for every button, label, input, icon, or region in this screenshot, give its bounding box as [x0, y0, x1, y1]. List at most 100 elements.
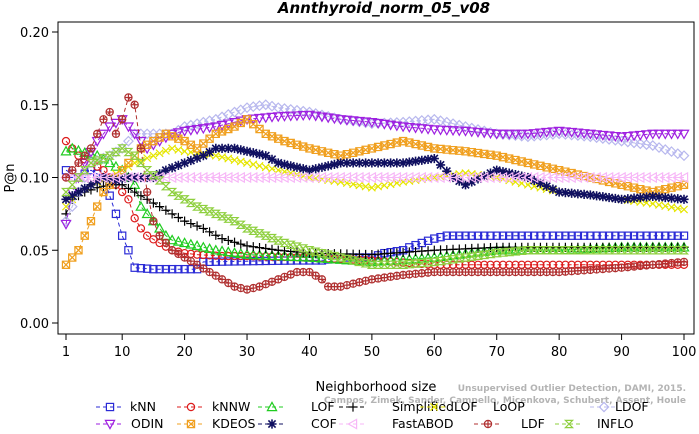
data-point — [174, 264, 183, 274]
data-point — [166, 234, 178, 245]
data-point — [318, 275, 326, 283]
data-point — [192, 221, 202, 231]
data-point — [211, 257, 221, 266]
data-point — [497, 129, 509, 140]
data-point — [228, 171, 239, 184]
data-point — [353, 171, 364, 184]
citation-line-2: Campos, Zimek, Sander, Campello, Micenko… — [324, 396, 686, 406]
data-point — [285, 111, 297, 122]
data-point — [347, 171, 358, 184]
data-point — [447, 118, 459, 130]
legend-item-lof: LOF — [258, 399, 335, 414]
data-point — [629, 246, 640, 255]
data-point — [253, 249, 266, 260]
data-point — [403, 171, 414, 184]
legend-label: LoOP — [493, 399, 525, 414]
data-point — [660, 192, 670, 203]
data-point — [154, 176, 165, 185]
data-point — [86, 216, 96, 226]
y-tick-label: 0.05 — [20, 244, 49, 259]
data-point — [384, 171, 395, 184]
data-point — [74, 246, 83, 255]
data-point — [105, 402, 115, 412]
data-point — [236, 283, 245, 293]
data-point — [224, 257, 233, 266]
data-point — [60, 219, 72, 230]
data-point — [484, 171, 495, 184]
data-point — [480, 231, 489, 240]
data-point — [142, 187, 152, 197]
data-point — [224, 279, 232, 287]
data-point — [104, 151, 115, 160]
legend-item-odin: ODIN — [96, 416, 164, 431]
y-axis: 0.00 0.05 0.10 0.15 0.20 — [20, 26, 59, 332]
data-point — [248, 242, 258, 252]
data-point — [186, 402, 196, 412]
data-point — [397, 171, 408, 184]
data-point — [167, 264, 177, 274]
data-point — [155, 264, 164, 274]
data-point — [522, 129, 534, 140]
x-tick-label: 70 — [488, 345, 505, 360]
data-point — [192, 202, 203, 211]
x-tick-label: 40 — [301, 345, 318, 360]
data-point — [198, 204, 209, 214]
legend-item-inflo: INFLO — [555, 416, 634, 431]
data-point — [286, 161, 296, 171]
data-point — [628, 137, 640, 149]
data-point — [459, 171, 470, 184]
data-point — [416, 258, 427, 268]
data-point — [641, 192, 652, 202]
data-point — [660, 246, 671, 255]
data-point — [303, 251, 316, 262]
data-point — [440, 171, 451, 184]
data-point — [423, 236, 433, 245]
data-point — [623, 231, 633, 240]
data-point — [280, 273, 289, 281]
data-point — [161, 264, 171, 274]
series-line — [65, 104, 685, 222]
data-point — [609, 171, 620, 184]
data-point — [186, 419, 196, 429]
data-point — [336, 282, 345, 291]
data-point — [654, 231, 664, 240]
data-point — [81, 152, 89, 160]
data-point — [278, 111, 291, 122]
data-point — [222, 171, 233, 184]
data-point — [448, 231, 458, 240]
data-point — [528, 129, 540, 140]
data-point — [247, 249, 259, 260]
data-point — [590, 130, 603, 141]
data-point — [167, 187, 178, 197]
data-point — [622, 246, 633, 255]
data-point — [597, 130, 609, 141]
data-point — [72, 171, 83, 184]
data-point — [485, 249, 496, 259]
data-point — [353, 116, 366, 127]
data-point — [342, 158, 352, 168]
data-point — [467, 231, 476, 240]
data-point — [392, 158, 402, 168]
data-point — [111, 129, 121, 139]
data-point — [641, 246, 652, 255]
data-point — [484, 129, 497, 140]
data-point — [667, 231, 676, 240]
data-point — [591, 246, 602, 255]
data-point — [329, 159, 340, 170]
data-point — [241, 102, 253, 114]
data-point — [672, 246, 683, 255]
data-point — [522, 171, 533, 184]
data-point — [185, 198, 196, 208]
data-point — [679, 257, 689, 267]
data-point — [93, 202, 102, 211]
data-point — [648, 231, 657, 240]
data-point — [80, 151, 89, 160]
data-point — [397, 122, 409, 133]
data-point — [149, 264, 158, 274]
data-point — [210, 209, 221, 219]
data-point — [617, 231, 626, 240]
data-point — [598, 192, 608, 202]
data-point — [197, 124, 209, 135]
series-simplifiedlof — [61, 180, 689, 260]
data-point — [653, 246, 665, 255]
